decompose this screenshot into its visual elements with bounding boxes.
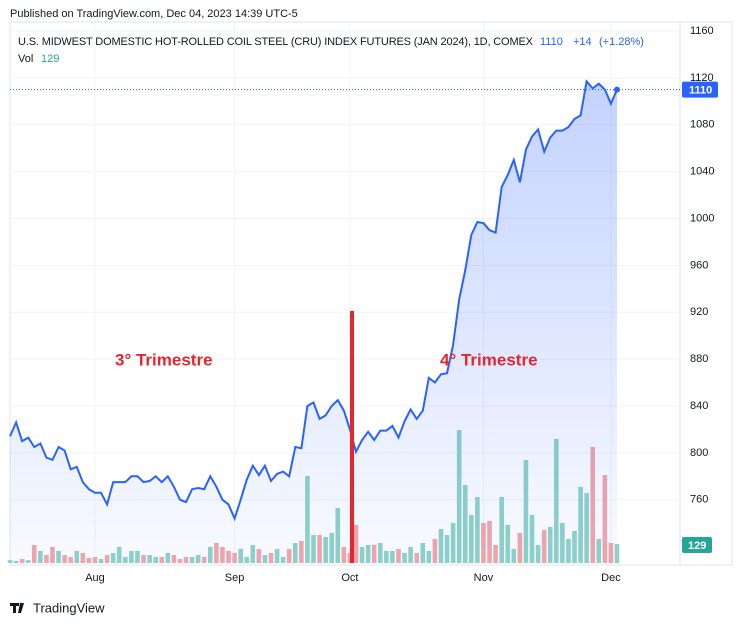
y-tick-label: 960 bbox=[690, 259, 708, 271]
change: +14 bbox=[573, 36, 592, 48]
last-price: 1110 bbox=[540, 36, 563, 48]
x-tick-label: Nov bbox=[474, 572, 494, 584]
y-tick-label: 920 bbox=[690, 306, 708, 318]
volume-tag-label: 129 bbox=[688, 540, 706, 552]
price-line bbox=[9, 79, 618, 522]
volume-label: Vol bbox=[18, 53, 33, 65]
x-tick-label: Aug bbox=[85, 572, 105, 584]
y-tick-label: 800 bbox=[690, 447, 708, 459]
y-tick-label: 880 bbox=[690, 353, 708, 365]
logo bbox=[10, 603, 24, 613]
volume-value: 129 bbox=[41, 53, 59, 65]
x-tick-label: Sep bbox=[225, 572, 245, 584]
annotation: 3° Trimestre bbox=[115, 350, 213, 369]
published: Published on TradingView.com, Dec 04, 20… bbox=[10, 8, 298, 20]
x-tick-label: Oct bbox=[341, 572, 358, 584]
y-tick-label: 1040 bbox=[690, 166, 714, 178]
x-tick-label: Dec bbox=[601, 572, 621, 584]
price-tag bbox=[682, 81, 718, 98]
chart-title: U.S. MIDWEST DOMESTIC HOT-ROLLED COIL ST… bbox=[18, 36, 534, 48]
footer: TradingView bbox=[33, 600, 105, 615]
last-point bbox=[614, 86, 620, 93]
price-tag-label: 1110 bbox=[689, 84, 712, 96]
annotation: 4° Trimestre bbox=[440, 350, 538, 369]
volume-tag bbox=[682, 537, 712, 553]
y-tick-label: 1160 bbox=[690, 25, 714, 37]
price-area bbox=[10, 81, 617, 564]
frame bbox=[9, 21, 733, 566]
change-pct: (+1.28%) bbox=[599, 36, 644, 48]
y-tick-label: 1000 bbox=[690, 212, 714, 224]
y-tick-label: 840 bbox=[690, 400, 708, 412]
plot bbox=[7, 22, 680, 565]
y-tick-label: 760 bbox=[690, 494, 708, 506]
y-tick-label: 1080 bbox=[690, 119, 714, 131]
y-tick-label: 1120 bbox=[690, 72, 714, 84]
